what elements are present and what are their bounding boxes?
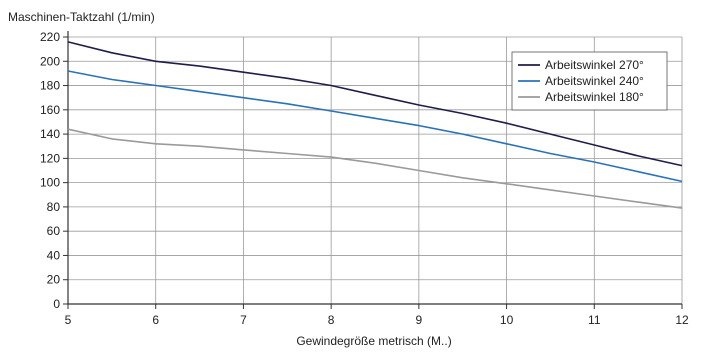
legend-label-1: Arbeitswinkel 270°: [545, 58, 644, 72]
y-tick-label: 20: [47, 273, 61, 287]
x-axis-title: Gewindegröße metrisch (M..): [296, 334, 451, 348]
y-tick-label: 220: [40, 30, 60, 44]
legend-label-2: Arbeitswinkel 240°: [545, 74, 644, 88]
y-tick-label: 40: [47, 248, 61, 262]
x-tick-label: 8: [328, 313, 335, 327]
series-line-3: [67, 128, 683, 209]
y-tick-label: 120: [40, 151, 60, 165]
grid: [68, 36, 683, 304]
y-tick-labels: 0 20 40 60 80 100 120 140 160 180 200 220: [40, 30, 60, 311]
x-tick-label: 7: [240, 313, 247, 327]
legend: Arbeitswinkel 270° Arbeitswinkel 240° Arbe…: [511, 51, 668, 111]
x-tick-label: 9: [416, 313, 423, 327]
x-tick-label: 5: [65, 313, 72, 327]
x-tick-label: 6: [152, 313, 159, 327]
series-line-2: [67, 70, 683, 183]
series-line-1: [67, 41, 683, 167]
legend-label-3: Arbeitswinkel 180°: [545, 90, 644, 104]
x-tick-label: 12: [675, 313, 689, 327]
y-tick-label: 100: [40, 176, 60, 190]
y-tick-label: 160: [40, 103, 60, 117]
x-tick-label: 10: [500, 313, 514, 327]
y-tick-label: 60: [47, 224, 61, 238]
y-axis-title: Maschinen-Taktzahl (1/min): [8, 10, 155, 24]
y-tick-label: 80: [47, 200, 61, 214]
y-tick-label: 180: [40, 79, 60, 93]
x-tick-labels: 5 6 7 8 9 10 11 12: [65, 313, 689, 327]
y-tick-label: 200: [40, 54, 60, 68]
series-lines: [67, 41, 683, 209]
y-tick-label: 140: [40, 127, 60, 141]
y-tick-label: 0: [53, 297, 60, 311]
axes: [63, 31, 683, 309]
x-tick-label: 11: [588, 313, 601, 327]
